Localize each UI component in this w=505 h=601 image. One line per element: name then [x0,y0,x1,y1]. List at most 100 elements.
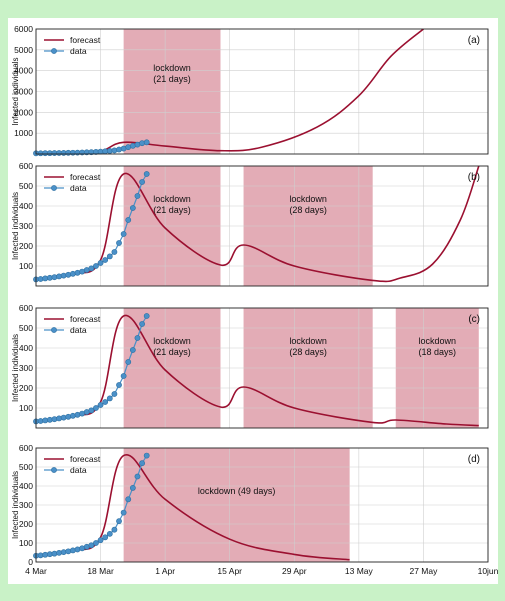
y-tick-label: 4000 [14,66,33,76]
data-point [143,139,150,146]
legend-forecast-label: forecast [70,172,101,182]
data-point [93,263,99,269]
lockdown-label-line: (21 days) [153,74,191,84]
data-point [116,518,122,525]
y-axis-label: Infected individuals [11,57,20,125]
legend-forecast-label: forecast [70,454,101,464]
lockdown-label: lockdown (28 days) [289,194,327,215]
x-tick-label: 4 Mar [25,566,47,576]
lockdown-label-line: (28 days) [289,347,327,357]
data-point [139,460,145,467]
y-axis-label: Infected individuals [11,471,20,539]
data-point [134,473,141,480]
y-tick-label: 5000 [14,45,33,55]
lockdown-label-line: lockdown [153,336,191,346]
lockdown-label-line: lockdown (49 days) [198,486,276,496]
lockdown-label-line: lockdown [153,63,191,73]
x-tick-label: 1 Apr [155,566,175,576]
legend-forecast-label: forecast [70,35,101,45]
y-tick-label: 0 [28,557,33,567]
panel-letter: (b) [468,172,480,183]
lockdown-label-line: lockdown [153,194,191,204]
data-point [139,179,145,185]
y-tick-label: 500 [19,323,33,333]
x-tick-label: 29 Apr [282,566,307,576]
legend-data-label: data [70,183,87,193]
data-point [97,260,104,266]
lockdown-label: lockdown (49 days) [198,486,276,496]
data-point [111,249,118,255]
y-axis-label: Infected individuals [11,334,20,402]
data-point [97,402,104,408]
legend-data-label: data [70,46,87,56]
data-point [106,530,113,537]
y-tick-label: 100 [19,403,33,413]
y-tick-label: 1000 [14,128,33,138]
data-point [120,231,127,237]
data-point [134,335,141,341]
panel-1: 1000 2000 3000 4000 5000 6000 lockdown (21 days… [11,24,489,157]
data-point [134,193,141,199]
data-point [102,399,109,405]
legend-data-label: data [70,325,87,335]
data-point [116,240,122,246]
y-tick-label: 300 [19,221,33,231]
data-point [102,534,109,541]
data-point [139,321,145,327]
y-tick-label: 400 [19,201,33,211]
data-point [88,542,95,549]
lockdown-label: lockdown (18 days) [418,336,456,357]
y-tick-label: 300 [19,363,33,373]
data-point [143,452,150,459]
y-tick-label: 500 [19,462,33,472]
legend-forecast-label: forecast [70,314,101,324]
y-tick-label: 200 [19,383,33,393]
data-point [69,270,76,277]
data-point [143,171,150,177]
lockdown-label-line: (21 days) [153,347,191,357]
data-point [51,274,58,281]
x-tick-label: 18 Mar [87,566,114,576]
data-point [129,484,136,491]
panel-frame [35,447,489,563]
data-point [111,391,118,397]
panel-frame [35,307,489,429]
legend-data-label: data [70,465,87,475]
figure: 1000 2000 3000 4000 5000 6000 lockdown (21 days… [8,18,498,584]
y-tick-label: 6000 [14,24,33,34]
y-tick-label: 3000 [14,87,33,97]
panel-frame [35,28,489,155]
data-point [60,272,67,279]
data-point [125,217,132,223]
data-point [93,540,99,546]
lockdown-label: lockdown (21 days) [153,194,191,215]
y-axis-label: Infected individuals [11,192,20,260]
data-point [120,509,127,516]
data-point [111,526,118,533]
legend-data-swatch-marker [51,327,57,333]
forecast-line [36,166,480,283]
x-tick-label: 13 May [345,566,374,576]
data-point [125,359,132,365]
lockdown-label-line: (21 days) [153,205,191,215]
data-point [116,146,122,153]
y-tick-label: 600 [19,443,33,453]
data-point [106,253,113,260]
data-point [65,413,72,420]
y-tick-label: 600 [19,303,33,313]
y-tick-label: 100 [19,261,33,271]
data-point [129,347,136,353]
y-tick-label: 100 [19,538,33,548]
data-point [88,265,95,272]
y-tick-label: 200 [19,519,33,529]
data-point [56,273,62,280]
y-tick-label: 300 [19,500,33,510]
lockdown-label: lockdown (21 days) [153,336,191,357]
y-tick-label: 2000 [14,107,33,117]
panel-frame [35,165,489,287]
data-point [88,407,95,414]
lockdown-label: lockdown (28 days) [289,336,327,357]
lockdown-label-line: (18 days) [418,347,456,357]
data-point [69,547,76,554]
